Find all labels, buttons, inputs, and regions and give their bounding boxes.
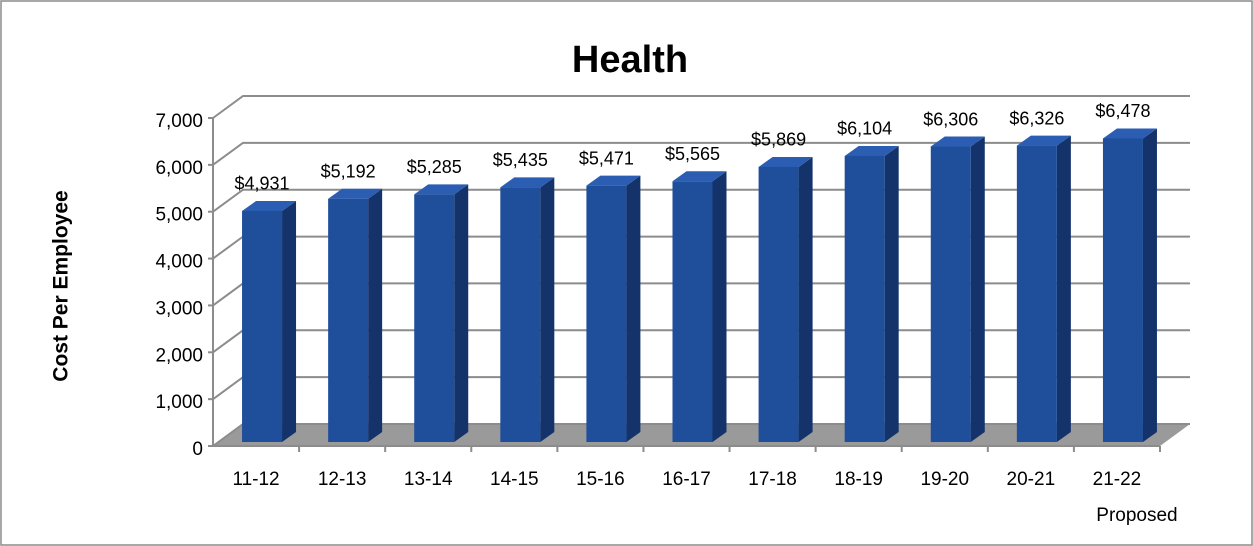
x-tick-label: 19-20 xyxy=(920,469,969,490)
value-label: $5,435 xyxy=(493,150,548,170)
bar-side xyxy=(540,177,555,443)
bar xyxy=(500,177,555,443)
grid-line xyxy=(212,141,1190,166)
bar xyxy=(844,145,899,442)
bar-front xyxy=(242,210,283,442)
value-label: $5,192 xyxy=(321,161,376,181)
bar-front xyxy=(500,187,541,442)
bar xyxy=(1016,135,1071,442)
y-axis-label: Cost Per Employee xyxy=(50,190,73,381)
bar xyxy=(672,171,727,443)
x-tick-label: 13-14 xyxy=(404,469,453,490)
bar-front xyxy=(586,185,627,442)
bar-side xyxy=(454,184,469,443)
chart-title: Health xyxy=(572,39,688,81)
bar-side xyxy=(712,171,727,443)
bar-top xyxy=(1102,128,1157,139)
bar-side xyxy=(1142,128,1157,443)
bar-front xyxy=(1102,138,1143,443)
value-label: $6,306 xyxy=(923,109,978,129)
bar-front xyxy=(758,166,799,442)
x-tick-label: 16-17 xyxy=(662,469,711,490)
x-tick-label: 18-19 xyxy=(834,469,883,490)
bar-front xyxy=(672,181,713,443)
bar-top xyxy=(242,200,297,211)
bar xyxy=(328,188,383,442)
bar-side xyxy=(884,145,899,442)
bar xyxy=(586,175,641,442)
bar-side xyxy=(798,156,813,442)
value-label: $5,869 xyxy=(751,130,806,150)
bar-side xyxy=(1056,135,1071,442)
bar-side xyxy=(970,136,985,442)
x-tick-label: 20-21 xyxy=(1007,469,1056,490)
value-label: $5,565 xyxy=(665,144,720,164)
value-label: $5,471 xyxy=(579,148,634,168)
bar-side xyxy=(368,188,383,442)
bar-top xyxy=(758,156,813,167)
y-tick-label: 6,000 xyxy=(155,158,203,179)
bar xyxy=(1102,128,1157,443)
y-tick-label: 4,000 xyxy=(155,252,203,273)
y-tick-label: 5,000 xyxy=(155,205,203,226)
bar-top xyxy=(930,136,985,147)
x-tick-label: 17-18 xyxy=(748,469,797,490)
bar xyxy=(930,136,985,442)
y-tick-label: 0 xyxy=(192,439,203,460)
x-tick-label: 14-15 xyxy=(490,469,539,490)
bar-top xyxy=(414,184,469,195)
bar-top xyxy=(328,188,383,199)
x-tick-label-line: Proposed xyxy=(1096,505,1177,526)
value-label: $6,104 xyxy=(837,119,892,139)
value-label: $4,931 xyxy=(235,174,290,194)
x-tick-label: 15-16 xyxy=(576,469,625,490)
value-label: $6,326 xyxy=(1009,108,1064,128)
value-label: $5,285 xyxy=(407,157,462,177)
bar-front xyxy=(930,146,971,442)
bar-top xyxy=(844,145,899,156)
y-tick-label: 2,000 xyxy=(155,345,203,366)
x-tick-label: 12-13 xyxy=(318,469,367,490)
bar-front xyxy=(414,194,455,442)
bar-top xyxy=(500,177,555,188)
bar-top xyxy=(672,171,727,182)
grid-line xyxy=(212,95,1190,119)
y-tick-label: 3,000 xyxy=(155,298,203,319)
y-tick-label: 7,000 xyxy=(155,111,203,132)
x-tick-label: 21-22 Proposed xyxy=(1093,469,1178,526)
bar-top xyxy=(1016,135,1071,146)
bar-top xyxy=(586,175,641,186)
bar-front xyxy=(1016,145,1057,442)
bar-side xyxy=(282,200,297,442)
bar-front xyxy=(844,155,885,442)
bar-side xyxy=(626,175,641,442)
bar xyxy=(242,200,297,442)
x-tick-label: 11-12 xyxy=(232,469,279,490)
value-label: $6,478 xyxy=(1095,101,1150,121)
bar-front xyxy=(328,198,369,442)
bar xyxy=(758,156,813,442)
bar xyxy=(414,184,469,443)
x-tick-label-line: 21-22 xyxy=(1093,469,1142,490)
y-tick-label: 1,000 xyxy=(155,392,203,413)
